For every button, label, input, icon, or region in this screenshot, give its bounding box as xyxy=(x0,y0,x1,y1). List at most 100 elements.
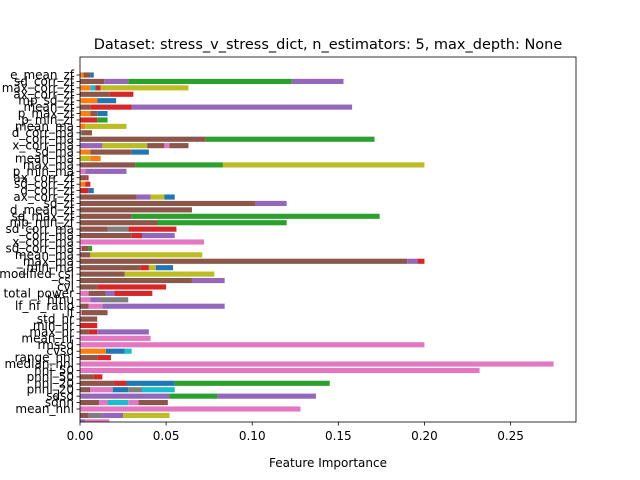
bar-segment xyxy=(80,380,115,386)
bar-segment xyxy=(85,168,127,174)
y-tick-label: sd_corr_ma xyxy=(5,222,74,236)
bar-segment xyxy=(112,387,129,393)
bar-segment xyxy=(80,117,98,123)
bar-segment xyxy=(131,213,380,219)
bar-segment xyxy=(114,290,153,296)
y-tick-label: csi xyxy=(58,274,74,288)
bar-segment xyxy=(85,181,91,187)
bar-segment xyxy=(90,104,132,110)
bar-segment xyxy=(93,374,103,380)
bar-segment xyxy=(201,432,206,437)
bar-segment xyxy=(80,348,106,354)
y-tick-label: _min_ma xyxy=(19,261,74,275)
y-tick-label: d_corr_zf xyxy=(20,184,75,198)
bar-segment xyxy=(80,451,89,456)
bar-segment xyxy=(123,412,170,418)
y-tick-label: mean_nni xyxy=(15,402,74,416)
y-tick-label: ax_corr_zf xyxy=(13,171,74,185)
bar-segment xyxy=(128,78,292,84)
bar-segment xyxy=(80,419,86,422)
x-tick-label: 0.00 xyxy=(67,429,94,443)
bar-segment xyxy=(80,297,91,303)
bar-segment xyxy=(88,245,93,251)
y-tick-label: lf xyxy=(66,306,74,320)
bar-segment xyxy=(80,123,86,129)
bar-segment xyxy=(97,110,108,117)
y-tick-label: modified_csi xyxy=(0,267,74,281)
bar-segment xyxy=(88,188,94,194)
bar-segment xyxy=(80,290,89,296)
bar-segment xyxy=(205,136,375,142)
y-tick-label: sdnn xyxy=(45,396,74,410)
bar-segment xyxy=(90,149,132,155)
bar-segment xyxy=(80,258,408,264)
bar-segment xyxy=(80,168,86,174)
y-tick-label: mean_ma xyxy=(15,248,74,262)
y-tick-label: max_corr_zf xyxy=(2,81,75,95)
bar-segment xyxy=(80,155,91,162)
bar-segment xyxy=(107,226,129,232)
bar-segment xyxy=(157,220,287,226)
bar-segment xyxy=(90,297,99,303)
bar-segment xyxy=(407,258,418,264)
bar-segment xyxy=(102,143,148,149)
bar-segment xyxy=(80,406,301,412)
bar-segment xyxy=(155,265,173,271)
bar-segment xyxy=(80,374,94,380)
bar-segment xyxy=(80,445,99,450)
y-tick-label: sd_corr_zf xyxy=(14,74,75,88)
bar-segment xyxy=(90,72,94,78)
bar-segment xyxy=(80,277,192,284)
bar-segment xyxy=(136,194,151,200)
bar-segment xyxy=(102,303,225,309)
bar-segment xyxy=(97,355,111,361)
bar-segment xyxy=(97,284,167,290)
bar-segment xyxy=(131,149,149,155)
bar-segment xyxy=(128,400,139,406)
bar-segment xyxy=(80,284,98,290)
y-tick-label: _max_ma xyxy=(16,254,74,268)
bar-segment xyxy=(80,91,110,97)
y-tick-label: std_hr xyxy=(37,312,74,326)
y-tick-label: mean_hr xyxy=(21,331,74,345)
bar-segment xyxy=(80,72,84,78)
bar-segment xyxy=(98,297,129,303)
y-tick-label: sd_max_zf xyxy=(11,209,74,223)
x-tick-label: 0.20 xyxy=(411,429,438,443)
bar-segment xyxy=(140,265,149,271)
bar-segment xyxy=(80,322,98,329)
bar-segment xyxy=(80,136,206,142)
y-tick-label: nni_50 xyxy=(34,363,74,377)
bar-segment xyxy=(128,387,142,393)
bar-segment xyxy=(80,130,82,136)
bar-segment xyxy=(90,387,113,393)
bar-segment xyxy=(126,380,175,386)
x-tick-label: 0.15 xyxy=(325,429,352,443)
bar-segment xyxy=(80,361,554,367)
y-tick-label: ax_corr_zf xyxy=(13,190,74,204)
y-tick-label: _sd_ma xyxy=(28,145,74,159)
bar-segment xyxy=(80,432,201,437)
bar-segment xyxy=(88,290,106,296)
bar-segment xyxy=(80,239,204,245)
bar-segment xyxy=(80,220,158,226)
x-tick-label: 0.25 xyxy=(497,429,524,443)
bar-segment xyxy=(80,85,91,91)
bar-segment xyxy=(97,329,149,335)
bar-segment xyxy=(169,393,218,399)
bar-segment xyxy=(98,400,108,406)
x-tick-label: 0.05 xyxy=(153,429,180,443)
bar-segment xyxy=(81,130,93,136)
bar-segment xyxy=(164,143,170,149)
x-axis-label: Feature Importance xyxy=(269,456,387,470)
bar-segment xyxy=(107,400,129,406)
bar-segment xyxy=(80,265,141,271)
bar-segment xyxy=(81,245,89,251)
y-tick-label: mean_ma xyxy=(15,152,74,166)
bar-segment xyxy=(80,335,151,341)
bar-segment xyxy=(80,367,480,374)
y-tick-label: _corr_ma xyxy=(18,132,74,146)
y-tick-label: x_corr_ma xyxy=(12,139,74,153)
bar-segment xyxy=(80,310,82,316)
bar-segment xyxy=(116,445,135,450)
